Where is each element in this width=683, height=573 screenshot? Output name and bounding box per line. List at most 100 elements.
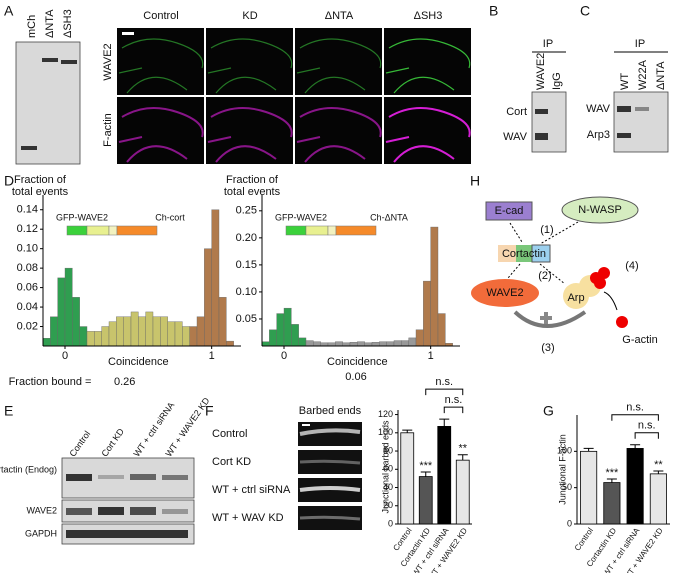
lane-label: W22A [637,59,649,90]
x-tick-label: Control [573,526,595,552]
band [130,507,156,515]
y-tick-label: 0 [388,518,393,528]
node-shape [531,244,551,263]
band [21,146,37,150]
cell-outline [207,107,293,163]
bracket-label: n.s. [626,402,644,414]
column-label: ΔNTA [325,10,354,22]
histogram-bar [79,326,88,347]
band [617,106,631,112]
histogram-bar [437,313,446,347]
histogram-bar [94,331,102,347]
arrow [513,310,587,328]
y-axis-label: total events [12,186,69,198]
histogram-bar [423,280,431,347]
x-tick-label: 0 [62,350,68,362]
bar [418,476,433,525]
micrographs [117,28,471,164]
band [162,475,188,480]
error-bar [653,470,664,474]
blot [61,499,195,523]
bracket-label: n.s. [445,394,463,406]
y-tick-label: 0.10 [17,243,38,255]
bracket-label: n.s. [435,376,453,388]
histogram-bar [86,331,95,347]
lane-label: ΔNTA [44,9,56,38]
panel-label: D [4,173,14,189]
domain-bar [116,225,158,236]
blot [531,91,567,153]
diagram [471,196,639,328]
row-label: Cort KD [212,456,251,468]
y-tick-label: 0.15 [236,259,257,271]
error-bar [606,478,617,483]
actin [594,277,606,289]
domain-bar [86,225,110,236]
row-label: WT + WAV KD [212,512,284,524]
x-tick-label: 0 [281,350,287,362]
band [535,133,548,140]
lane-label: IgG [551,72,563,90]
histogram-bar [415,329,424,347]
step-label: (2) [538,270,551,282]
bar [626,448,644,525]
histogram-bar [145,311,154,347]
row-label: WAVE2 [26,505,57,515]
y-tick-label: 0.04 [17,301,38,313]
x-axis-label: Coincidence [327,356,388,368]
histogram-bar [379,341,387,347]
error-bar [420,471,431,477]
y-tick-label: 0.06 [17,282,38,294]
lane-label: ΔSH3 [62,9,74,38]
histogram-bar [386,341,395,347]
histogram-bar [357,341,365,347]
histogram-bar [401,340,409,347]
fraction: 0.06 [345,371,366,383]
domain-bar [327,225,337,236]
histogram-bar [57,277,66,347]
histogram-bar [204,248,212,347]
band [61,60,77,64]
cell-outline [296,107,382,163]
row-label: Cort [506,106,527,118]
blot [613,91,669,153]
bracket [425,388,464,396]
y-tick-label: 0.20 [236,232,257,244]
y-tick-label: 20 [383,500,393,510]
y-tick-label: 0.12 [17,223,38,235]
cell-outline [385,107,471,163]
y-tick-label: 100 [557,446,572,456]
significance: *** [605,467,619,479]
y-axis-label: Junctional F-actin [557,434,567,505]
domain-bar [66,225,88,236]
plus [540,312,552,324]
image-title: Barbed ends [299,405,362,417]
error-bar [457,454,468,461]
y-tick-label: 40 [383,482,393,492]
inset-label: GFP-WAVE2 [275,212,327,222]
step-label: (1) [540,224,553,236]
step-label: (3) [541,342,554,354]
histogram-bar [152,316,161,347]
domain-bar [305,225,329,236]
histogram-bar [72,297,80,347]
lane-label: Control [67,429,92,459]
node-shape [516,245,532,262]
bar [603,482,621,525]
micrograph [206,97,293,164]
band [130,474,156,480]
node-label: WAVE2 [486,287,523,299]
domain-bar [108,225,118,236]
histogram-bar [174,321,183,347]
histogram-bar [123,316,132,347]
x-axis-label: Coincidence [108,356,169,368]
histogram-bar [408,337,417,347]
panel-label: G [543,403,554,419]
band [98,507,124,515]
node-label: N-WASP [578,204,622,216]
actin [598,267,610,279]
node-label: E-cad [495,205,524,217]
histogram-bar [283,307,292,347]
y-tick-label: 80 [383,445,393,455]
